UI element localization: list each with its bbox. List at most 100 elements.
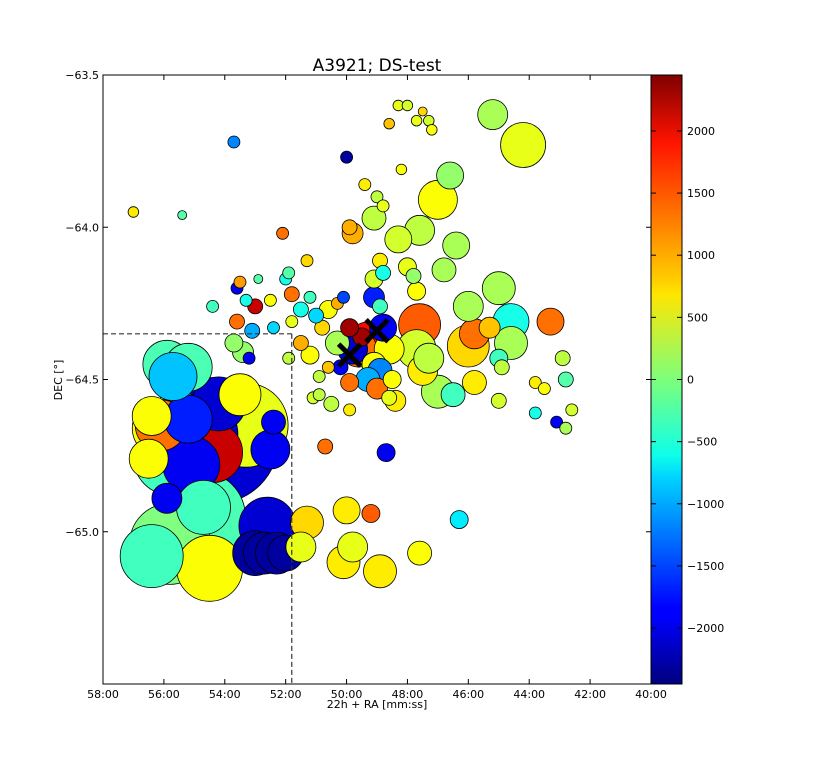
data-point — [176, 534, 244, 602]
data-point — [176, 479, 231, 535]
y-tick-label: −64.0 — [65, 221, 99, 234]
data-point — [127, 206, 140, 218]
data-point — [131, 396, 172, 436]
data-point — [440, 382, 466, 408]
data-point — [481, 271, 516, 306]
x-tick-label: 48:00 — [392, 688, 424, 701]
data-point — [370, 190, 384, 204]
y-axis: −63.5 −64.0 −64.5 −65.0 — [65, 69, 651, 539]
colorbar-tick-label: 500 — [687, 311, 708, 324]
data-point — [340, 150, 354, 164]
data-point — [312, 370, 326, 383]
data-point — [340, 318, 360, 338]
data-point — [452, 290, 484, 322]
data-point — [407, 540, 433, 566]
x-marker — [336, 342, 363, 368]
data-point — [285, 315, 299, 329]
data-point — [261, 409, 286, 435]
data-point — [337, 290, 350, 304]
data-point — [292, 301, 309, 318]
data-point — [442, 231, 471, 260]
center-markers — [336, 318, 390, 368]
data-point — [528, 376, 542, 389]
data-point — [332, 496, 361, 525]
data-point — [163, 394, 213, 444]
data-point — [282, 351, 296, 365]
y-tick-label: −64.5 — [65, 374, 99, 387]
data-point — [263, 293, 277, 307]
x-tick-label: 44:00 — [513, 688, 545, 701]
data-point — [407, 281, 427, 301]
data-point — [229, 313, 245, 330]
data-point — [500, 122, 546, 168]
data-point — [401, 99, 414, 112]
data-point — [308, 307, 325, 324]
data-point — [276, 226, 290, 240]
colorbar-tick-label: −500 — [687, 436, 717, 449]
data-point — [233, 275, 247, 289]
data-point — [224, 333, 244, 353]
data-point — [383, 117, 395, 130]
data-point — [337, 531, 369, 563]
chart-title: A3921; DS-test — [313, 56, 442, 76]
x-tick-label: 56:00 — [148, 688, 180, 701]
colorbar-tick-label: −2000 — [687, 622, 724, 635]
data-point — [358, 178, 372, 192]
colorbar-tick-label: −1500 — [687, 560, 724, 573]
data-point — [341, 219, 358, 236]
data-point — [177, 210, 188, 221]
data-point — [395, 163, 408, 176]
data-point — [376, 443, 396, 463]
guide-lines — [103, 333, 293, 684]
data-point — [340, 373, 360, 392]
data-point — [292, 335, 309, 351]
data-point — [323, 395, 340, 412]
data-point — [493, 359, 510, 376]
data-point — [557, 371, 574, 388]
data-point — [382, 370, 402, 389]
data-point — [436, 161, 465, 190]
data-point — [128, 438, 169, 479]
data-point — [148, 352, 198, 401]
data-point — [449, 510, 469, 529]
data-point — [559, 421, 573, 435]
data-point — [405, 268, 422, 284]
data-point — [372, 298, 388, 315]
colorbar-tick-label: 1000 — [687, 249, 715, 262]
data-point — [410, 114, 423, 127]
data-point — [538, 382, 551, 396]
data-point — [417, 106, 428, 117]
data-point — [363, 554, 397, 589]
data-point — [250, 429, 291, 470]
data-point — [384, 225, 413, 254]
data-point — [317, 438, 334, 455]
data-point — [239, 293, 253, 307]
data-point — [366, 377, 388, 400]
data-point — [477, 99, 509, 130]
data-point — [550, 415, 563, 429]
data-points — [119, 99, 579, 602]
data-point — [300, 254, 314, 268]
colorbar-tick-label: −1000 — [687, 498, 724, 511]
x-axis-label: 22h + RA [mm:ss] — [327, 698, 428, 711]
colorbar-ticks: 2000 1500 1000 500 0 −500 −1000 −1500 −2000 — [651, 125, 724, 635]
colorbar-tick-label: 2000 — [687, 125, 715, 138]
x-marker — [364, 318, 390, 344]
data-point — [244, 322, 261, 339]
data-point — [218, 373, 262, 417]
x-tick-label: 40:00 — [635, 688, 667, 701]
data-point — [361, 504, 381, 523]
x-tick-label: 54:00 — [209, 688, 241, 701]
data-point — [300, 345, 320, 365]
data-point — [478, 316, 501, 339]
data-point — [343, 403, 357, 417]
y-tick-label: −63.5 — [65, 69, 99, 82]
data-point — [151, 482, 183, 514]
x-tick-label: 52:00 — [270, 688, 302, 701]
data-point — [253, 274, 264, 284]
y-axis-label: DEC [°] — [52, 360, 65, 401]
data-point — [565, 403, 579, 417]
data-point — [242, 351, 256, 365]
data-point — [227, 135, 241, 149]
data-point — [303, 290, 317, 304]
